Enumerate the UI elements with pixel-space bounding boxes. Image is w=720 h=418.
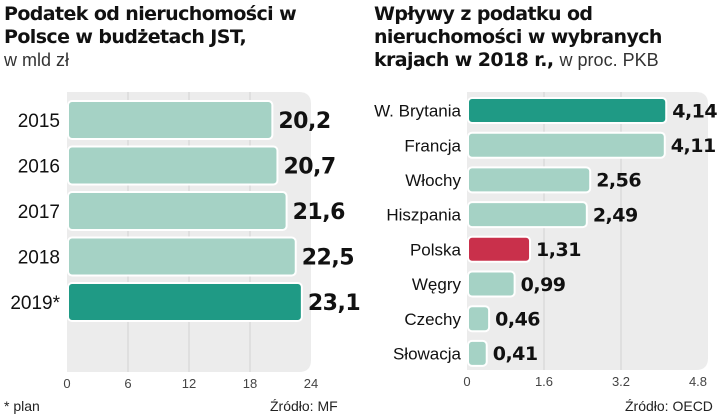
chart-1-bar (467, 270, 516, 298)
chart-1-xtick-label: 1.6 (535, 374, 553, 389)
chart-0-bar (67, 236, 297, 277)
chart-0-xtick-label: 6 (124, 376, 131, 391)
chart-1-xtick-label: 0 (463, 374, 470, 389)
right-chart-title: Wpływy z podatku od nieruchomości w wybr… (374, 3, 719, 72)
chart-1-bar (467, 97, 668, 124)
chart-0-category-label: 2016 (18, 156, 60, 177)
left-chart-title: Podatek od nieruchomości w Polsce w budż… (4, 3, 354, 72)
chart-1-category-label: W. Brytania (374, 102, 461, 121)
chart-1-value-label: 0,41 (493, 343, 538, 365)
chart-0-value-label: 20,7 (283, 154, 335, 179)
chart-0-xtick-label: 24 (304, 376, 318, 391)
chart-1-bar (467, 201, 588, 229)
chart-0-bar (67, 100, 274, 140)
chart-1-category-label: Czechy (404, 310, 461, 329)
chart-1-category-label: Polska (410, 240, 462, 259)
chart-0-value-label: 21,6 (293, 200, 345, 225)
chart-1-category-label: Węgry (412, 275, 462, 294)
chart-1-category-label: Włochy (405, 171, 461, 190)
chart-1-xtick-label: 3.2 (612, 374, 630, 389)
chart-1-value-label: 2,49 (593, 204, 638, 226)
chart-1-bar (467, 235, 532, 263)
chart-1-category-label: Hiszpania (386, 206, 461, 225)
chart-0-category-label: 2017 (18, 202, 60, 223)
chart-1-value-label: 4,14 (672, 100, 717, 122)
right-title-text: Wpływy z podatku od nieruchomości w wybr… (374, 3, 662, 71)
chart-0-xtick-label: 12 (182, 376, 196, 391)
chart-1-category-label: Słowacja (393, 345, 462, 364)
chart-1-bar (467, 131, 666, 159)
chart-1-category-label: Francja (404, 136, 461, 155)
chart-1-bar (467, 339, 488, 367)
chart-1-panel (467, 92, 708, 370)
chart-0-bar (67, 282, 303, 322)
chart-0-category-label: 2018 (18, 247, 60, 268)
chart-0-value-label: 22,5 (302, 245, 354, 270)
chart-0-xtick-label: 0 (63, 376, 70, 391)
right-subtitle: w proc. PKB (559, 50, 659, 70)
left-subtitle: w mld zł (4, 50, 70, 70)
chart-1-bar (467, 305, 491, 333)
right-source: Źródło: OECD (625, 398, 713, 414)
chart-0-xtick-label: 18 (243, 376, 257, 391)
chart-0-category-label: 2015 (18, 111, 60, 132)
chart-1-value-label: 2,56 (596, 170, 641, 192)
chart-1-value-label: 1,31 (536, 239, 581, 261)
chart-0-bar (67, 145, 279, 186)
chart-1-value-label: 0,46 (495, 309, 540, 331)
chart-0-value-label: 20,2 (278, 109, 330, 134)
chart-1-value-label: 4,11 (671, 135, 716, 157)
chart-0-bar (67, 191, 288, 231)
chart-0-value-label: 23,1 (308, 291, 360, 316)
left-title-text: Podatek od nieruchomości w Polsce w budż… (4, 3, 297, 48)
left-source: Źródło: MF (270, 398, 338, 414)
chart-1-bar (467, 166, 592, 194)
footnote: * plan (4, 398, 40, 414)
chart-1-xtick-label: 4.8 (689, 374, 707, 389)
chart-0-category-label: 2019* (10, 293, 60, 314)
chart-1-value-label: 0,99 (521, 274, 566, 296)
